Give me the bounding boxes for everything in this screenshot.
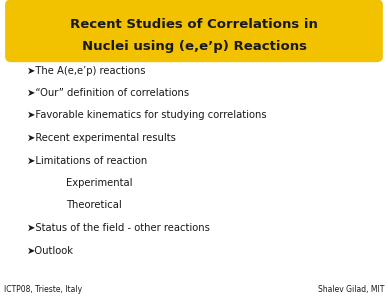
Text: Recent Studies of Correlations in: Recent Studies of Correlations in [70,18,318,31]
Text: ➤Limitations of reaction: ➤Limitations of reaction [27,155,147,166]
Text: Nuclei using (e,e’p) Reactions: Nuclei using (e,e’p) Reactions [81,40,307,53]
Text: Experimental: Experimental [66,178,132,188]
Text: Theoretical: Theoretical [66,200,122,211]
Text: ➤The A(e,e’p) reactions: ➤The A(e,e’p) reactions [27,65,146,76]
Text: ➤Recent experimental results: ➤Recent experimental results [27,133,176,143]
Text: ➤“Our” definition of correlations: ➤“Our” definition of correlations [27,88,189,98]
Text: ICTP08, Trieste, Italy: ICTP08, Trieste, Italy [4,285,82,294]
Text: ➤Outlook: ➤Outlook [27,245,74,256]
Text: ➤Favorable kinematics for studying correlations: ➤Favorable kinematics for studying corre… [27,110,267,121]
FancyBboxPatch shape [6,0,382,61]
Text: Shalev Gilad, MIT: Shalev Gilad, MIT [318,285,384,294]
Text: ➤Status of the field - other reactions: ➤Status of the field - other reactions [27,223,210,233]
